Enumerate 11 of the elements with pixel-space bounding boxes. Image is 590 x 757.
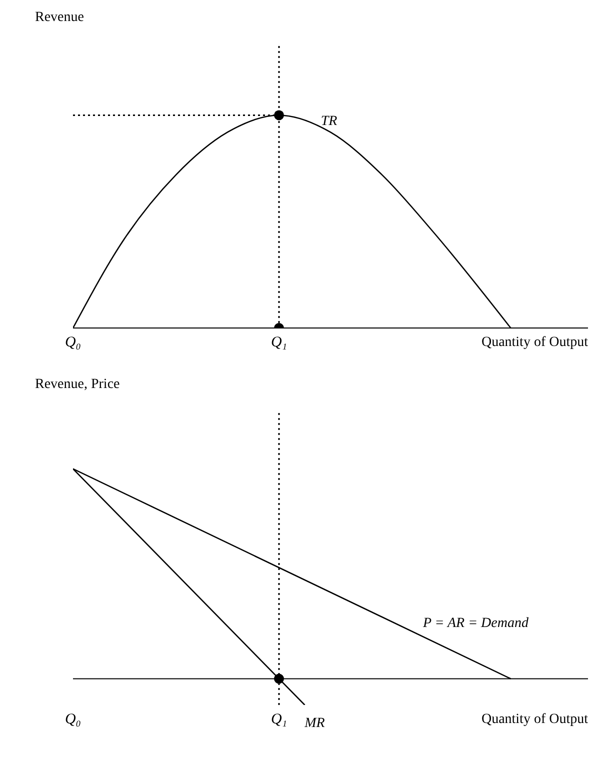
x-axis-title: Quantity of Output: [481, 712, 588, 727]
series-label: TR: [320, 114, 338, 130]
x-tick-label: Q₁: [270, 712, 288, 728]
series-label: MR: [304, 716, 326, 731]
x-tick-label: Q₁: [270, 334, 288, 351]
y-axis-title: Revenue, Price: [34, 376, 121, 394]
x-axis-title: Quantity of Output: [481, 335, 588, 350]
x-tick-label: Q₀: [64, 712, 82, 728]
series-label: P = AR = Demand: [422, 616, 530, 631]
x-tick-label: Q₀: [64, 334, 82, 351]
y-axis-title: Revenue: [34, 9, 85, 27]
